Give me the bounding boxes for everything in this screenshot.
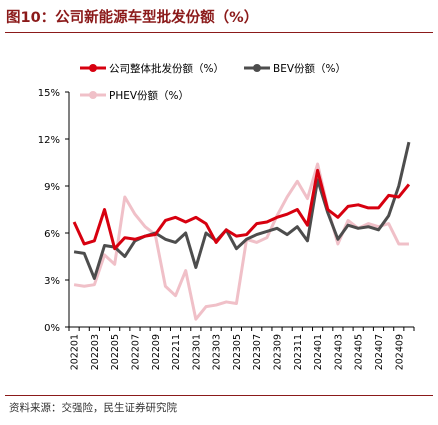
x-tick-label: 202201 [70, 334, 81, 370]
y-tick-label: 6% [44, 229, 60, 240]
y-tick-label: 12% [38, 135, 60, 146]
series-line-0 [72, 168, 411, 251]
x-tick-label: 202311 [293, 334, 304, 370]
title-rule [5, 32, 433, 33]
legend-label: 公司整体批发份额（%） [109, 62, 224, 75]
x-tick-label: 202309 [273, 334, 284, 370]
legend-swatch-marker [253, 64, 261, 72]
x-tick-label: 202203 [90, 334, 101, 370]
x-tick-label: 202407 [374, 334, 385, 370]
x-tick-label: 202307 [252, 334, 263, 370]
chart-title: 图10：公司新能源车型批发份额（%） [6, 10, 259, 26]
legend-label: PHEV份额（%） [109, 89, 189, 102]
y-tick-label: 3% [44, 276, 60, 287]
x-tick-label: 202405 [354, 334, 365, 370]
x-tick-label: 202207 [130, 334, 141, 370]
y-tick-label: 9% [44, 182, 60, 193]
x-tick-label: 202409 [394, 334, 405, 370]
source-note: 资料来源：交强险，民生证券研究院 [9, 402, 177, 414]
legend-label: BEV份额（%） [273, 62, 346, 75]
y-tick-label: 15% [38, 88, 60, 99]
series-line-1 [73, 141, 411, 280]
y-tick-label: 0% [44, 323, 60, 334]
x-tick-label: 202211 [171, 334, 182, 370]
series-line-2 [73, 162, 409, 321]
source-rule [5, 395, 433, 396]
x-tick-label: 202209 [151, 334, 162, 370]
x-tick-label: 202401 [313, 334, 324, 370]
legend-swatch-marker [89, 64, 97, 72]
x-tick-label: 202305 [232, 334, 243, 370]
legend-swatch-marker [89, 91, 97, 99]
x-tick-label: 202303 [212, 334, 223, 370]
x-tick-label: 202403 [333, 334, 344, 370]
x-tick-label: 202205 [110, 334, 121, 370]
x-tick-label: 202301 [191, 334, 202, 370]
